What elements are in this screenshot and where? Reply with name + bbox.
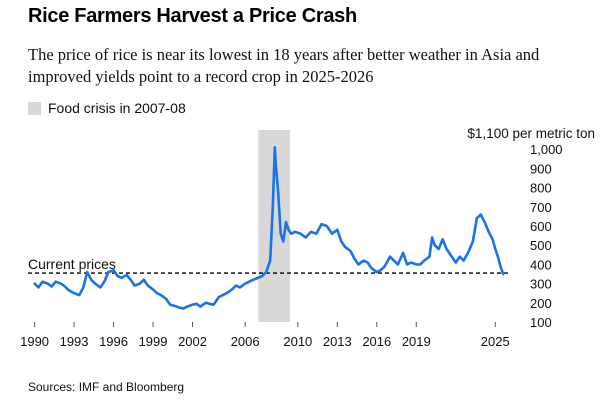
y-tick-label: 700 [530, 200, 552, 215]
y-tick-label: 100 [530, 315, 552, 330]
chart-subtitle: The price of rice is near its lowest in … [28, 45, 540, 86]
y-tick-label: 500 [530, 238, 552, 253]
y-tick-labels: 100 200 300 400 500 600 700 800 900 1,000 [530, 142, 563, 330]
current-prices-label: Current prices [28, 256, 116, 272]
y-tick-label: 400 [530, 257, 552, 272]
x-tick-label: 2016 [362, 334, 391, 349]
legend-label: Food crisis in 2007-08 [48, 100, 186, 116]
legend-swatch [28, 101, 41, 115]
y-tick-label: 1,000 [530, 142, 563, 157]
y-tick-label: 300 [530, 277, 552, 292]
x-tick-label: 2013 [323, 334, 352, 349]
x-tick-label: 1990 [20, 334, 49, 349]
y-tick-label: 900 [530, 161, 552, 176]
x-tick-label: 2006 [231, 334, 260, 349]
x-tick-label: 2010 [283, 334, 312, 349]
x-tick-label: 2002 [178, 334, 207, 349]
source-note: Sources: IMF and Bloomberg [28, 380, 185, 394]
y-tick-label: 800 [530, 181, 552, 196]
series-layer [33, 146, 505, 310]
x-tick-label: 2025 [481, 334, 510, 349]
rice-price-series-line [33, 146, 505, 310]
y-tick-label: 600 [530, 219, 552, 234]
y-tick-label: 200 [530, 296, 552, 311]
x-tick-label: 2019 [402, 334, 431, 349]
x-tick-labels: 1990 1993 1996 1999 2002 2006 2010 2013 2016 2019… [20, 322, 510, 349]
chart-title: Rice Farmers Harvest a Price Crash [28, 5, 357, 27]
legend: Food crisis in 2007-08 [28, 100, 186, 116]
x-tick-label: 1999 [139, 334, 168, 349]
x-tick-label: 1993 [60, 334, 89, 349]
x-tick-label: 1996 [99, 334, 128, 349]
y-axis-unit-label: $1,100 per metric ton [467, 126, 595, 141]
